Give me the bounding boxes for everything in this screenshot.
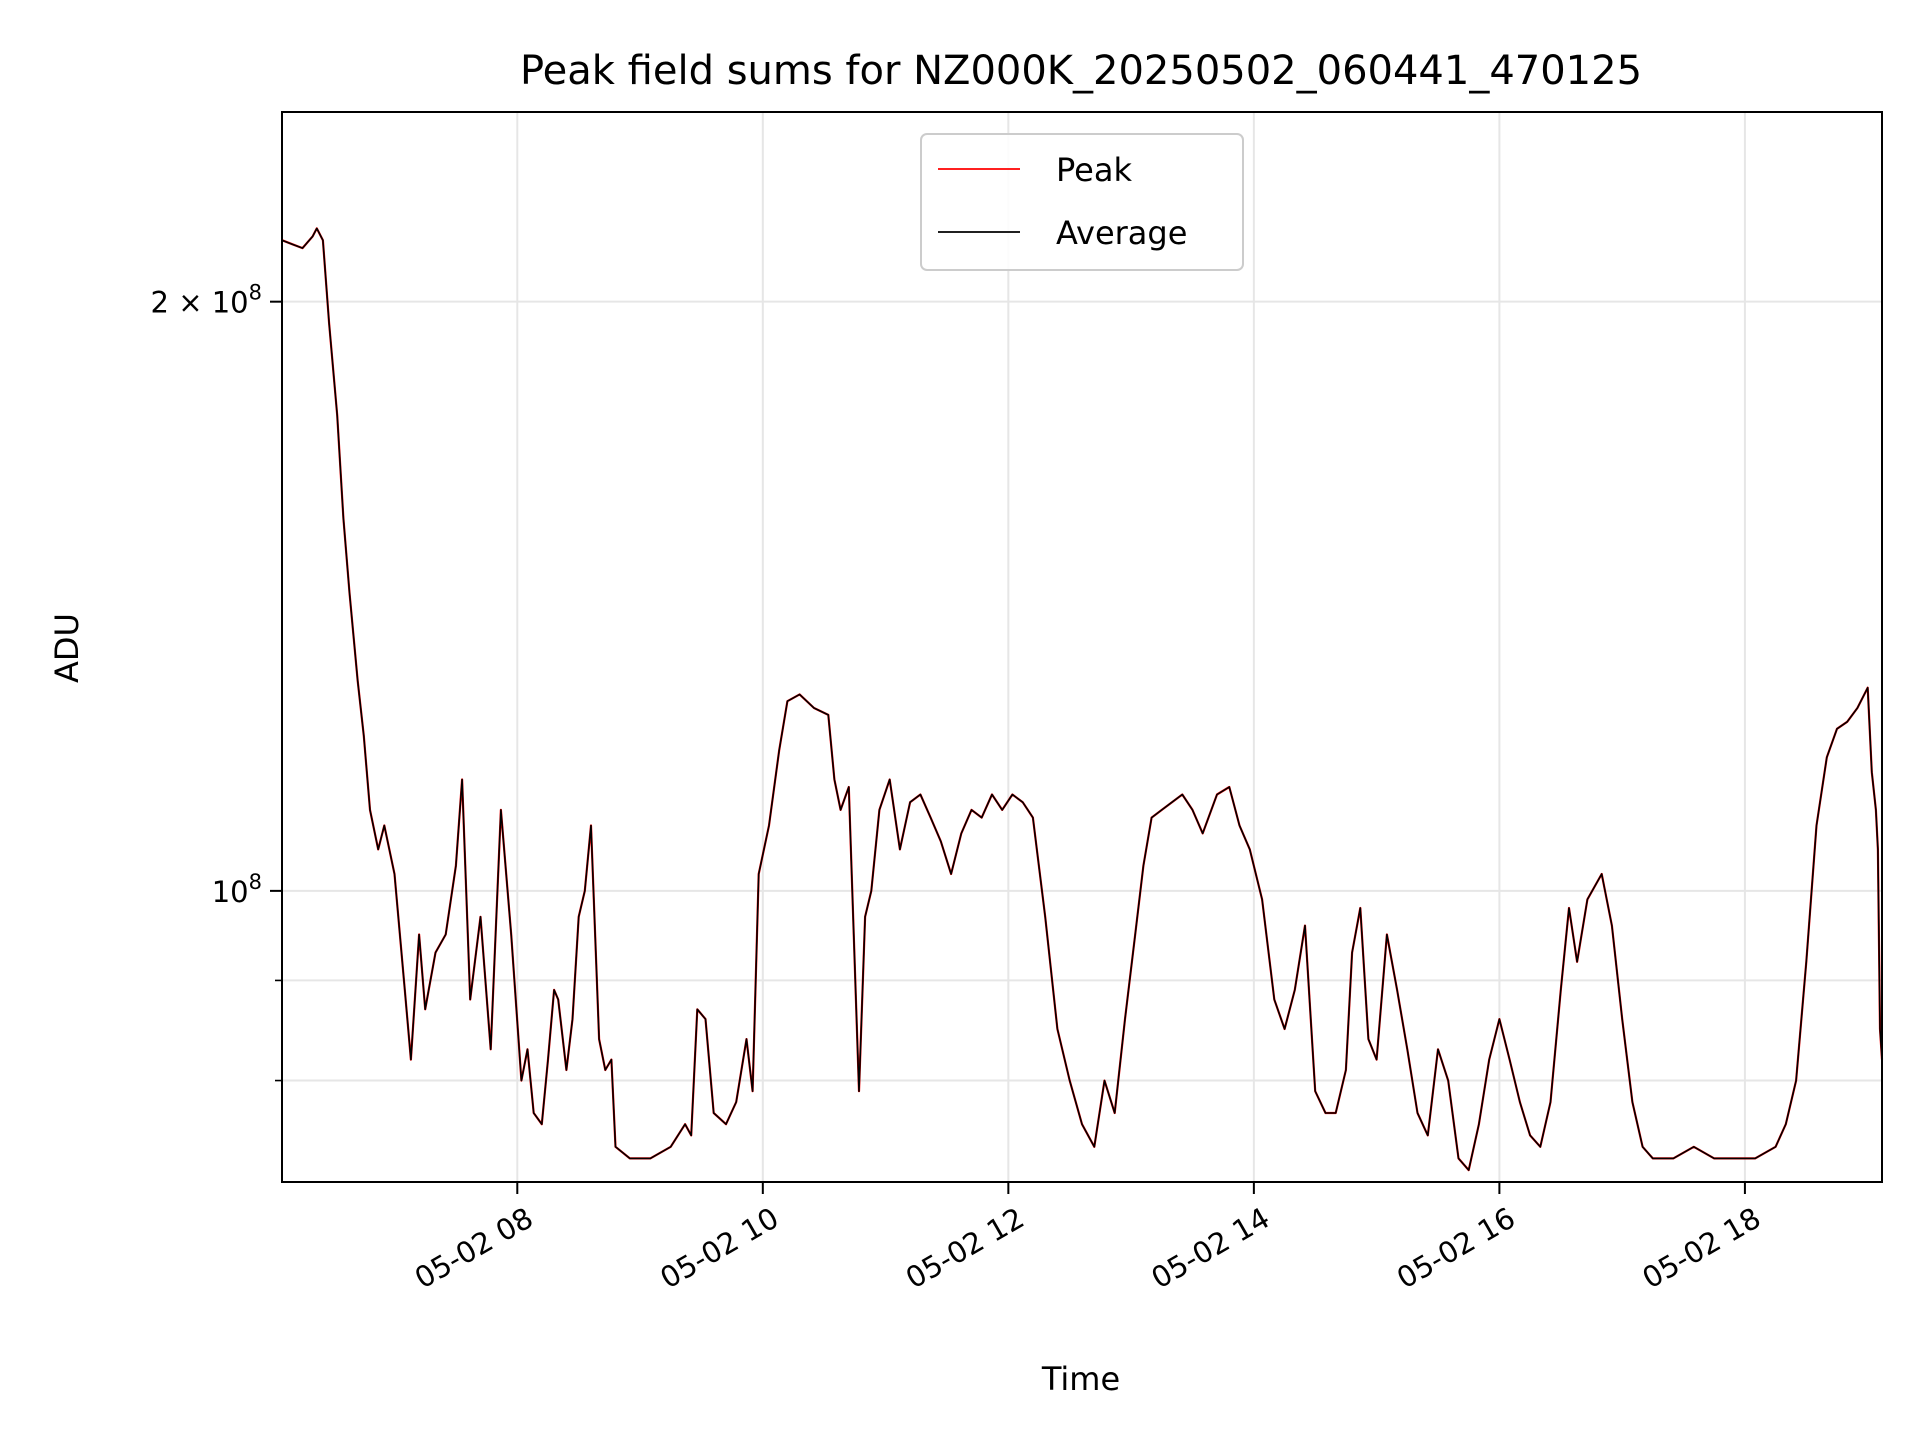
y-tick-label: 2 × 108 xyxy=(151,281,262,320)
y-axis: 108 2 × 108 xyxy=(151,281,282,1082)
y-tick-label: 108 xyxy=(212,870,262,909)
legend: Peak Average xyxy=(920,133,1244,271)
chart-title: Peak field sums for NZ000K_20250502_0604… xyxy=(520,48,1642,94)
legend-box xyxy=(920,133,1244,271)
legend-label-peak: Peak xyxy=(1056,151,1132,189)
series-line-average xyxy=(281,227,1883,1171)
legend-label-average: Average xyxy=(1056,214,1187,252)
series-lines xyxy=(281,227,1884,1172)
x-axis-label: Time xyxy=(1041,1360,1120,1398)
gridlines xyxy=(282,112,1882,1182)
plot-frame xyxy=(281,111,1883,1183)
y-axis-label: ADU xyxy=(48,613,86,683)
